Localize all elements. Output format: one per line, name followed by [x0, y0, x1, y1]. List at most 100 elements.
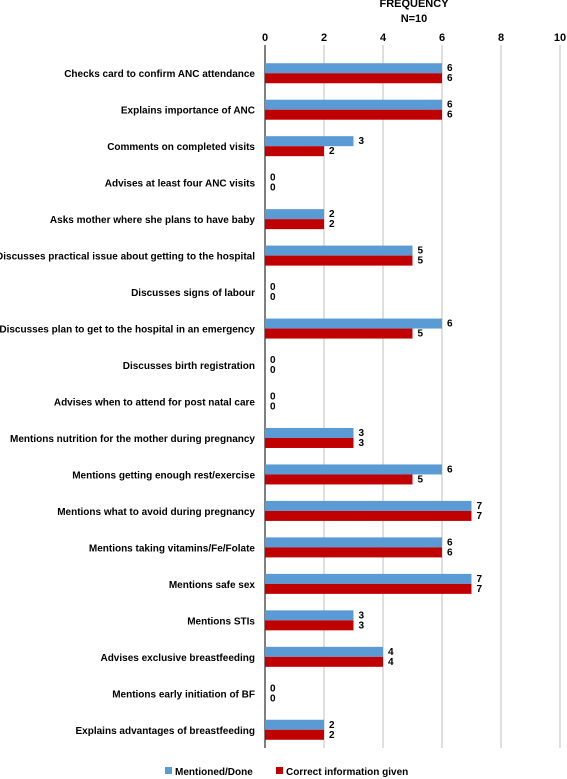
bar-correct [265, 474, 413, 485]
x-axis-ticks: 0 2 4 6 8 10 [262, 32, 566, 44]
data-label: 7 [477, 584, 483, 595]
bar-correct [265, 583, 472, 594]
category-label: Discusses signs of labour [131, 288, 255, 299]
data-label: 2 [329, 720, 335, 731]
category-label: Advises at least four ANC visits [105, 179, 256, 190]
data-label: 6 [447, 537, 453, 548]
bar-mentioned [265, 427, 354, 438]
data-label: 0 [270, 365, 276, 376]
category-label: Mentions STIs [187, 616, 255, 627]
data-label: 5 [418, 329, 424, 340]
category-label: Mentions safe sex [169, 580, 256, 591]
category-label: Explains advantages of breastfeeding [76, 726, 256, 737]
bar-correct [265, 547, 442, 558]
chart-title: FREQUENCY [379, 0, 449, 10]
category-labels: Checks card to confirm ANC attendance Exp… [0, 69, 255, 737]
data-label: 0 [270, 402, 276, 413]
data-label: 4 [388, 657, 394, 668]
category-label: Mentions taking vitamins/Fe/Folate [89, 543, 256, 554]
bar-correct [265, 656, 383, 667]
data-label: 0 [270, 392, 276, 403]
bar-correct [265, 729, 324, 740]
data-label: 7 [477, 511, 483, 522]
legend-swatch [165, 767, 172, 774]
data-label: 2 [329, 146, 335, 157]
bar-correct [265, 73, 442, 84]
category-label: Advises exclusive breastfeeding [100, 653, 255, 664]
bar-mentioned [265, 500, 472, 511]
bar-mentioned [265, 99, 442, 110]
data-label: 0 [270, 683, 276, 694]
bar-mentioned [265, 646, 383, 657]
data-label: 6 [447, 547, 453, 558]
bar-mentioned [265, 245, 413, 256]
bar-mentioned [265, 719, 324, 730]
bar-correct [265, 109, 442, 120]
x-tick-label: 8 [498, 32, 504, 44]
category-label: Asks mother where she plans to have baby [50, 215, 256, 226]
category-label: Mentions early initiation of BF [112, 689, 255, 700]
bar-mentioned [265, 209, 324, 220]
data-label: 3 [359, 610, 365, 621]
category-label: Explains importance of ANC [121, 106, 255, 117]
data-label: 5 [418, 246, 424, 257]
category-label: Comments on completed visits [107, 142, 255, 153]
bar-mentioned [265, 63, 442, 74]
bar-correct [265, 146, 324, 157]
data-label: 6 [447, 100, 453, 111]
data-label: 2 [329, 730, 335, 741]
data-label: 5 [418, 474, 424, 485]
bar-correct [265, 328, 413, 339]
data-label: 0 [270, 693, 276, 704]
data-label: 3 [359, 428, 365, 439]
category-label: Mentions nutrition for the mother during… [10, 434, 255, 445]
data-label: 6 [447, 63, 453, 74]
category-label: Discusses plan to get to the hospital in… [0, 325, 255, 336]
legend-label: Mentioned/Done [175, 767, 253, 778]
data-label: 2 [329, 219, 335, 230]
data-label: 4 [388, 647, 394, 658]
category-label: Discusses birth registration [123, 361, 255, 372]
data-label: 7 [477, 574, 483, 585]
bar-mentioned [265, 136, 354, 147]
bar-mentioned [265, 318, 442, 329]
data-label: 0 [270, 282, 276, 293]
data-label: 3 [359, 136, 365, 147]
category-label: Advises when to attend for post natal ca… [54, 398, 256, 409]
bar-correct [265, 255, 413, 266]
category-label: Mentions getting enough rest/exercise [72, 470, 255, 481]
category-label: Mentions what to avoid during pregnancy [57, 507, 255, 518]
x-tick-label: 2 [321, 32, 327, 44]
bar-correct [265, 437, 354, 448]
data-label: 2 [329, 209, 335, 220]
category-label: Checks card to confirm ANC attendance [64, 69, 255, 80]
data-label: 6 [447, 464, 453, 475]
gridlines [264, 45, 561, 748]
chart-subtitle: N=10 [401, 13, 428, 25]
data-label: 0 [270, 355, 276, 366]
data-label: 5 [418, 256, 424, 267]
x-tick-label: 6 [439, 32, 445, 44]
data-label: 3 [359, 620, 365, 631]
data-label: 0 [270, 292, 276, 303]
bar-mentioned [265, 573, 472, 584]
data-label: 0 [270, 183, 276, 194]
data-label: 7 [477, 501, 483, 512]
x-tick-label: 4 [380, 32, 387, 44]
x-tick-label: 0 [262, 32, 268, 44]
legend-label: Correct information given [286, 767, 408, 778]
legend-swatch [276, 767, 283, 774]
bars [265, 63, 472, 740]
x-tick-label: 10 [554, 32, 566, 44]
data-label: 6 [447, 319, 453, 330]
category-label: Discusses practical issue about getting … [0, 252, 255, 263]
data-label: 6 [447, 110, 453, 121]
bar-correct [265, 620, 354, 631]
bar-correct [265, 510, 472, 521]
data-label: 0 [270, 173, 276, 184]
data-label: 3 [359, 438, 365, 449]
bar-mentioned [265, 537, 442, 548]
bar-correct [265, 219, 324, 230]
